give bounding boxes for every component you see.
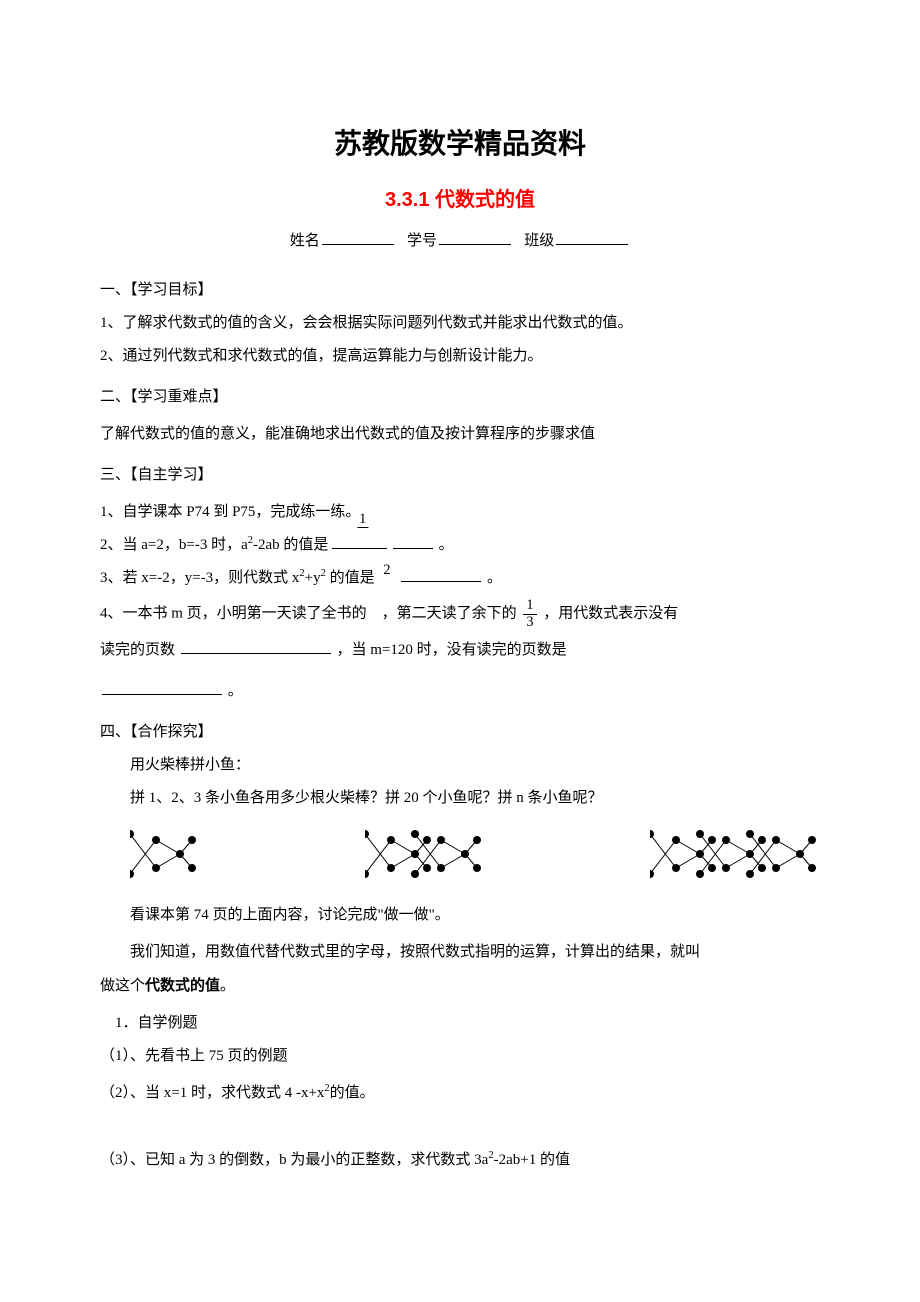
s3-q4-l2-mid: ，当 m=120 时，没有读完的页数是 <box>337 642 567 658</box>
section-number: 3.3.1 代数式的值 <box>100 182 820 218</box>
s3-q3-mid2: 的值是 <box>330 570 375 586</box>
name-blank[interactable] <box>322 230 394 245</box>
section1-item1: 1、了解求代数式的值的含义，会会根据实际问题列代数式并能求出代数式的值。 <box>100 310 820 337</box>
s4-p2: 拼 1、2、3 条小鱼各用多少根火柴棒？拼 20 个小鱼呢？拼 n 条小鱼呢？ <box>100 785 820 812</box>
document-title: 苏教版数学精品资料 <box>100 120 820 170</box>
s4-p4-l2: 做这个代数式的值。 <box>100 972 820 1000</box>
s3-q4-line2: 读完的页数 ，当 m=120 时，没有读完的页数是 <box>100 637 820 664</box>
s3-q3-tail: 。 <box>487 570 502 586</box>
s3-q4-line3: 。 <box>100 678 820 705</box>
s4-p3: 看课本第 74 页的上面内容，讨论完成"做一做"。 <box>100 902 820 929</box>
id-blank[interactable] <box>439 230 511 245</box>
class-blank[interactable] <box>556 230 628 245</box>
s3-q4-mid: ，用代数式表示没有 <box>543 606 678 622</box>
id-label: 学号 <box>407 233 437 249</box>
s3-q2-pre: 2、当 a=2，b=-3 时，a <box>100 537 248 553</box>
s4-p4-l2-post: 。 <box>220 978 235 994</box>
s3-q4-pre: 4、一本书 m 页，小明第一天读了全书的 ，第二天读了余下的 <box>100 606 520 622</box>
s3-q4-blank2[interactable] <box>102 680 222 695</box>
section3-heading: 三、【自主学习】 <box>100 462 820 489</box>
name-row: 姓名 学号 班级 <box>100 228 820 255</box>
s4-ex3: （3）、已知 a 为 3 的倒数，b 为最小的正整数，求代数式 3a2-2ab+… <box>100 1147 820 1174</box>
section2-body: 了解代数式的值的意义，能准确地求出代数式的值及按计算程序的步骤求值 <box>100 421 820 448</box>
fish-diagram-row <box>130 826 820 882</box>
section1-heading: 一、【学习目标】 <box>100 277 820 304</box>
fish-group-3 <box>650 826 820 882</box>
s3-q2-mid: -2ab 的值是 <box>253 537 328 553</box>
s3-q3-mid: +y <box>305 570 321 586</box>
name-label: 姓名 <box>290 233 320 249</box>
s4-p4-l2-pre: 做这个 <box>100 978 145 994</box>
s3-q4-blank1[interactable] <box>181 639 331 654</box>
s3-q3: 3、若 x=-2，y=-3，则代数式 x2+y2 的值是 2 。 <box>100 565 820 592</box>
s4-ex2-tail: 的值。 <box>330 1085 375 1101</box>
s4-ex3-pre: （3）、已知 a 为 3 的倒数，b 为最小的正整数，求代数式 3a <box>100 1152 488 1168</box>
s3-q4: 4、一本书 m 页，小明第一天读了全书的 ，第二天读了余下的 1 3 ，用代数式… <box>100 598 820 630</box>
fraction-half-icon: 2 <box>381 563 392 578</box>
s3-q2-blank[interactable]: 1 <box>332 534 387 549</box>
section2-heading: 二、【学习重难点】 <box>100 384 820 411</box>
s3-q2-tail: 。 <box>439 537 454 553</box>
s3-q3-blank[interactable] <box>401 567 481 582</box>
s4-p4-bold: 代数式的值 <box>145 977 220 994</box>
fraction-third-icon: 1 3 <box>523 598 536 630</box>
s4-ex1: （1）、先看书上 75 页的例题 <box>100 1043 820 1070</box>
fish-group-2 <box>365 826 485 882</box>
s3-q4-l2-pre: 读完的页数 <box>100 642 175 658</box>
s4-p4-l1: 我们知道，用数值代替代数式里的字母，按照代数式指明的运算，计算出的结果，就叫 <box>100 939 820 966</box>
section1-item2: 2、通过列代数式和求代数式的值，提高运算能力与创新设计能力。 <box>100 343 820 370</box>
s3-q1: 1、自学课本 P74 到 P75，完成练一练。 <box>100 499 820 526</box>
class-label: 班级 <box>524 233 554 249</box>
s4-p1: 用火柴棒拼小鱼： <box>100 752 820 779</box>
one-over-line-icon: 1 <box>357 512 368 528</box>
fish-group-1 <box>130 826 200 882</box>
s3-q2: 2、当 a=2，b=-3 时，a2-2ab 的值是 1 。 <box>100 532 820 559</box>
section4-heading: 四、【合作探究】 <box>100 719 820 746</box>
s4-ex3-tail: -2ab+1 的值 <box>494 1152 570 1168</box>
s4-ex2: （2）、当 x=1 时，求代数式 4 -x+x2的值。 <box>100 1080 820 1107</box>
s3-q2-blank2[interactable] <box>393 534 433 549</box>
s3-q3-pre: 3、若 x=-2，y=-3，则代数式 x <box>100 570 299 586</box>
s4-ex2-pre: （2）、当 x=1 时，求代数式 4 -x+x <box>100 1085 324 1101</box>
s3-q4-l3-tail: 。 <box>228 683 243 699</box>
s4-ex-heading: 1．自学例题 <box>100 1010 820 1037</box>
